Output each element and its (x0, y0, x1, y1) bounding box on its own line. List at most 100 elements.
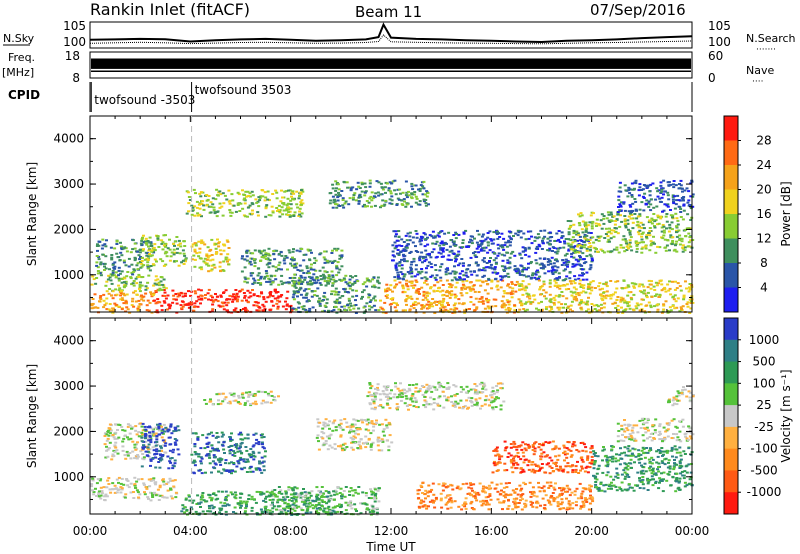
power-cell (289, 203, 293, 206)
power-cell (422, 232, 426, 235)
power-cell (348, 278, 352, 281)
power-cell (236, 202, 240, 205)
velocity-cell (304, 499, 308, 502)
power-cell (444, 270, 448, 273)
power-cell (226, 260, 229, 263)
power-cell (502, 237, 506, 240)
power-cell (655, 293, 659, 296)
velocity-cell (250, 393, 254, 396)
power-cell (278, 261, 282, 264)
power-cell (152, 292, 156, 295)
power-cell (678, 183, 681, 185)
power-cell (163, 295, 167, 297)
power-cell (605, 217, 609, 220)
power-cell (620, 306, 623, 309)
power-cell (143, 258, 147, 261)
power-cell (503, 292, 507, 295)
velocity-cell (173, 438, 177, 440)
power-cell (660, 283, 664, 286)
power-cell (289, 258, 293, 261)
power-cell (602, 291, 606, 294)
power-cell (137, 254, 141, 257)
power-cell (376, 276, 380, 279)
power-cell (300, 282, 303, 285)
power-cell (133, 259, 137, 262)
power-cell (246, 190, 250, 193)
power-cell (146, 267, 150, 270)
velocity-cell (271, 507, 275, 510)
power-cell (197, 203, 201, 206)
power-cell (383, 203, 387, 206)
power-cell (662, 308, 666, 311)
power-cell (461, 303, 465, 306)
power-cell (631, 221, 635, 224)
power-cell (269, 291, 273, 293)
velocity-cell (149, 437, 153, 440)
power-cell (262, 298, 266, 301)
power-cell (565, 275, 569, 278)
velocity-cell (193, 445, 197, 448)
power-cell (397, 236, 401, 238)
power-cell (394, 266, 398, 269)
velocity-cell (240, 441, 244, 444)
power-cell (626, 219, 630, 222)
power-cell (641, 223, 645, 226)
power-cell (264, 300, 268, 303)
power-cell (313, 262, 317, 264)
power-cell (302, 272, 306, 274)
power-cell (500, 305, 504, 308)
power-cell (538, 275, 542, 278)
velocity-cell (107, 447, 111, 450)
velocity-cell (90, 483, 94, 486)
power-cell (103, 304, 107, 307)
power-cell (535, 262, 539, 265)
power-cell (618, 209, 622, 212)
power-cell (266, 198, 270, 201)
power-cell (585, 247, 589, 250)
power-cell (182, 263, 186, 265)
velocity-cell (234, 497, 238, 500)
power-cell (540, 248, 544, 250)
power-cell (230, 193, 234, 196)
power-cell (328, 260, 332, 263)
power-cell (154, 275, 158, 278)
power-cell (458, 278, 462, 281)
power-cell (337, 193, 341, 196)
power-cell (137, 273, 141, 276)
power-cell (611, 302, 615, 305)
power-cell (356, 181, 360, 184)
power-cell (436, 234, 440, 237)
power-cell (424, 202, 428, 205)
power-cell (435, 274, 439, 277)
power-cell (483, 307, 487, 310)
velocity-cell (167, 467, 171, 470)
power-cell (431, 230, 435, 233)
power-cell (582, 235, 586, 238)
power-cell (209, 211, 213, 214)
velocity-cell (261, 399, 265, 402)
power-cell (365, 285, 369, 288)
velocity-cell (273, 399, 277, 402)
power-cell (340, 190, 344, 192)
power-cell (391, 250, 395, 253)
power-cell (569, 304, 573, 307)
power-cell (640, 232, 644, 235)
power-cell (343, 309, 347, 312)
velocity-cell (339, 503, 343, 506)
power-cell (324, 284, 328, 287)
power-cell (309, 266, 313, 269)
power-cell (503, 265, 507, 268)
velocity-cell (117, 481, 120, 484)
power-cell (341, 204, 345, 207)
power-cell (584, 223, 588, 226)
velocity-cell (229, 449, 233, 451)
velocity-cell (322, 492, 325, 495)
power-cell (475, 307, 479, 310)
nave-band-rect (91, 58, 691, 69)
velocity-cell (114, 441, 118, 444)
power-cell (111, 309, 115, 312)
velocity-cell (228, 452, 232, 455)
power-cell (577, 294, 581, 297)
power-cell (342, 277, 346, 280)
power-cell (351, 198, 355, 201)
